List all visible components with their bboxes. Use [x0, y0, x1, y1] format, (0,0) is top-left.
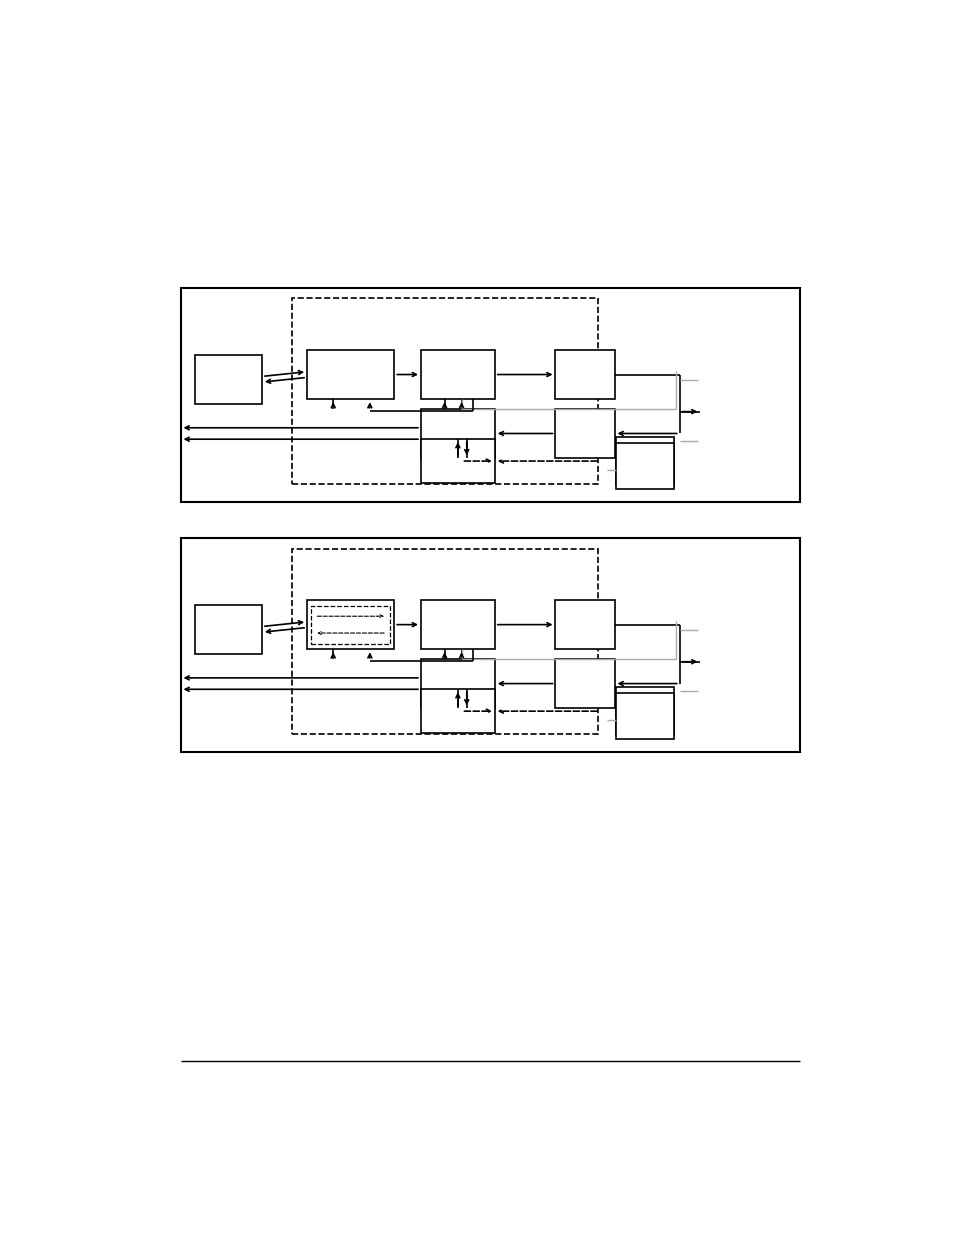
Bar: [307, 350, 394, 399]
Bar: [555, 600, 614, 650]
Bar: [616, 688, 673, 735]
Bar: [180, 538, 800, 752]
Bar: [420, 658, 495, 709]
Bar: [555, 658, 614, 709]
Bar: [420, 600, 495, 650]
Bar: [420, 689, 495, 734]
Bar: [292, 548, 598, 734]
Bar: [307, 600, 394, 650]
Bar: [292, 299, 598, 484]
Bar: [195, 605, 262, 655]
Bar: [180, 288, 800, 501]
Bar: [616, 443, 673, 489]
Bar: [420, 440, 495, 483]
Bar: [616, 693, 673, 739]
Bar: [555, 350, 614, 399]
Bar: [195, 354, 262, 404]
Bar: [616, 437, 673, 485]
Bar: [420, 409, 495, 458]
Bar: [420, 350, 495, 399]
Bar: [555, 409, 614, 458]
Bar: [311, 605, 390, 643]
